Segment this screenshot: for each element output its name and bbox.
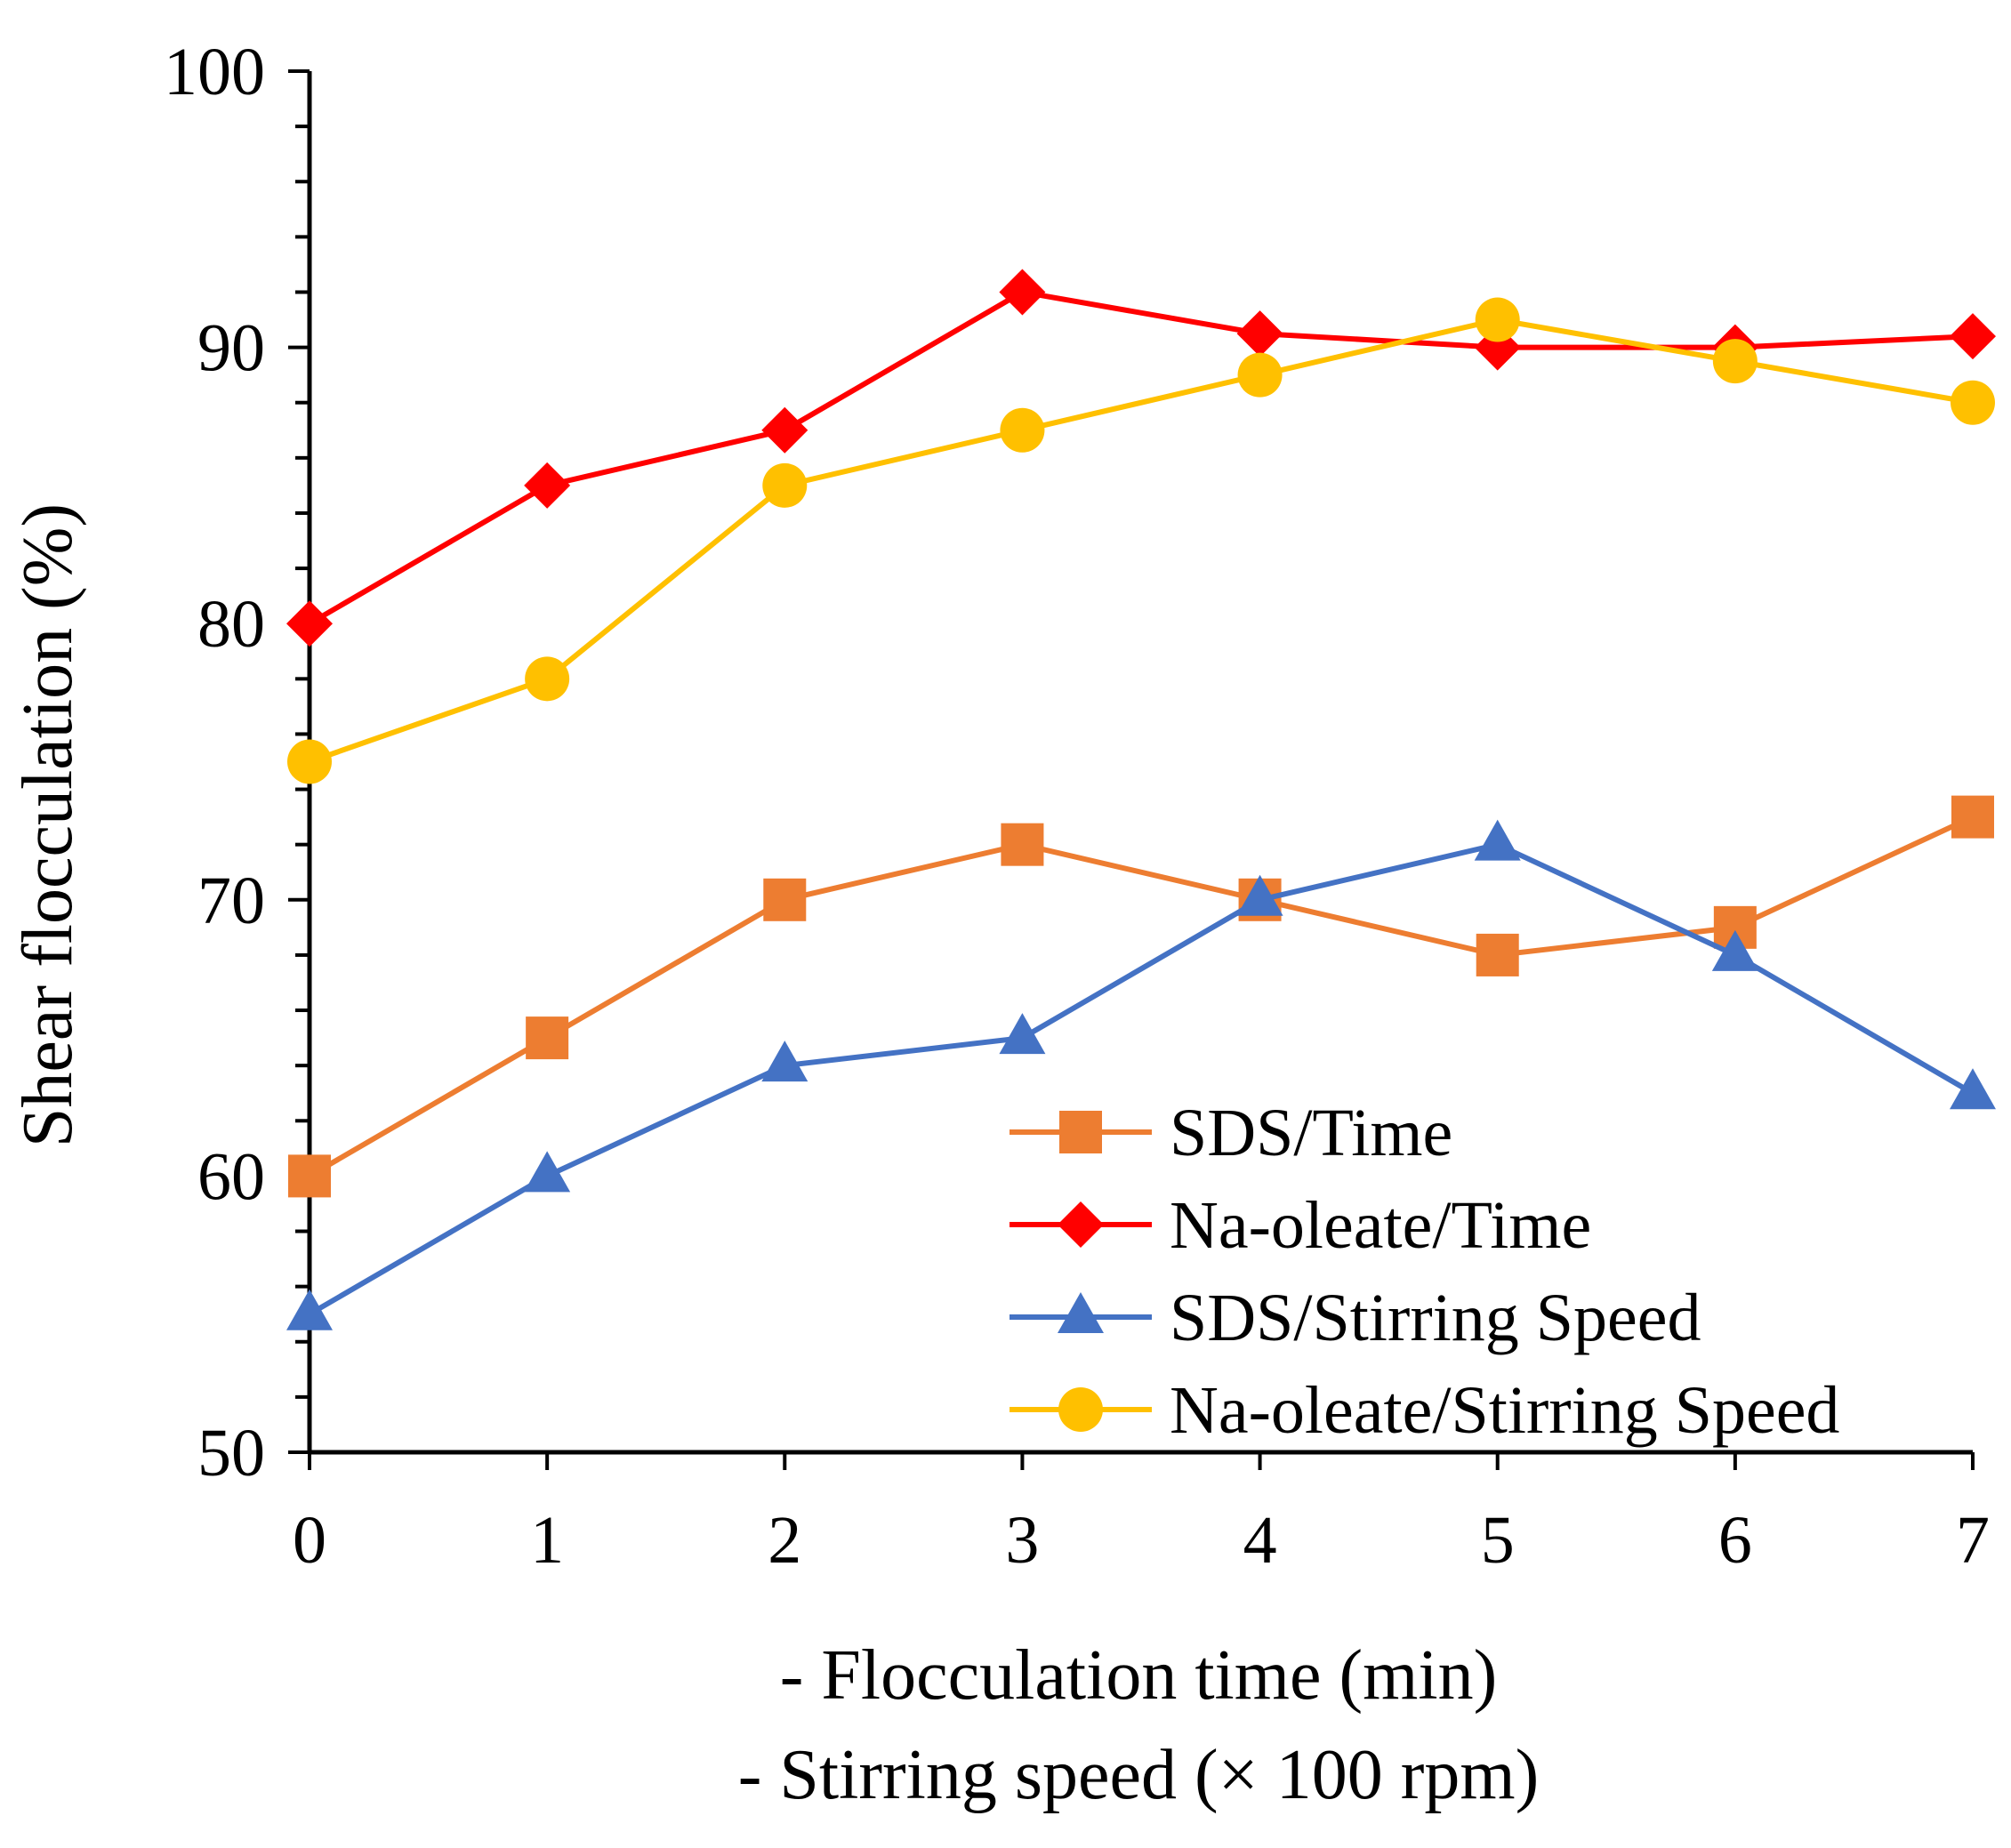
data-point (999, 269, 1046, 316)
x-tick-label: 5 (1481, 1503, 1515, 1578)
data-point (1476, 933, 1519, 976)
series-1 (286, 269, 1996, 647)
data-point (1950, 313, 1996, 360)
data-point (761, 1041, 808, 1082)
series-line (308, 289, 1974, 626)
series-3 (287, 297, 1995, 784)
x-tick-label: 6 (1718, 1503, 1752, 1578)
legend-marker (1058, 1292, 1104, 1333)
x-tick-label: 0 (293, 1503, 326, 1578)
x-tick-label: 4 (1243, 1503, 1277, 1578)
data-point (1712, 339, 1758, 384)
data-point (1950, 1068, 1996, 1110)
legend-item: SDS/Time (1010, 1096, 1452, 1170)
y-tick-label: 80 (197, 587, 265, 662)
x-axis-title-line-2: - Stirring speed (× 100 rpm) (738, 1736, 1540, 1814)
series-line (308, 814, 1975, 1178)
x-tick-label: 7 (1956, 1503, 1990, 1578)
data-point (761, 406, 808, 454)
y-tick-label: 50 (197, 1416, 265, 1490)
x-tick-label: 1 (530, 1503, 564, 1578)
legend-item: SDS/Stirring Speed (1010, 1281, 1701, 1355)
series-line (309, 317, 1974, 765)
data-point (1474, 819, 1521, 861)
legend-item: Na-oleate/Stirring Speed (1010, 1373, 1839, 1448)
data-point (288, 1154, 331, 1198)
data-point (524, 462, 571, 509)
data-point (1711, 929, 1758, 971)
legend-label: SDS/Time (1170, 1096, 1452, 1170)
series-layer (286, 269, 1996, 1330)
y-tick-label: 60 (197, 1139, 265, 1214)
data-point (1000, 407, 1045, 453)
data-point (286, 600, 333, 647)
data-point (1475, 297, 1520, 342)
y-tick-label: 90 (197, 311, 265, 386)
legend-label: Na-oleate/Stirring Speed (1170, 1373, 1839, 1448)
data-point (762, 462, 808, 508)
x-axis-title-line-1: - Flocculation time (min) (780, 1636, 1497, 1715)
x-tick-label: 2 (768, 1503, 801, 1578)
data-point (999, 1013, 1046, 1055)
x-tick-label: 3 (1005, 1503, 1039, 1578)
data-point (1236, 874, 1283, 916)
legend-marker (1059, 1111, 1102, 1153)
legend-item: Na-oleate/Time (1010, 1188, 1591, 1263)
legend-label: Na-oleate/Time (1170, 1188, 1591, 1263)
data-point (526, 1016, 569, 1060)
y-tick-label: 70 (197, 864, 265, 938)
legend-label: SDS/Stirring Speed (1170, 1281, 1701, 1355)
series-line (308, 841, 1975, 1317)
y-tick-label: 100 (164, 35, 265, 109)
data-point (525, 656, 570, 702)
data-point (763, 878, 807, 921)
data-point (1951, 795, 1994, 839)
data-point (1001, 823, 1044, 866)
legend-marker (1058, 1387, 1103, 1432)
data-point (286, 1289, 333, 1330)
data-point (287, 739, 332, 784)
legend-marker (1058, 1201, 1104, 1248)
series-0 (288, 795, 1994, 1198)
y-axis-title: Shear flocculation (%) (9, 503, 87, 1147)
series-2 (286, 819, 1996, 1330)
data-point (1951, 380, 1995, 425)
axes: 50 60 70 80 90 100 0 1 2 3 4 5 6 7 (164, 35, 1990, 1578)
data-point (1236, 310, 1283, 358)
data-point (524, 1151, 571, 1193)
legend: SDS/Time Na-oleate/Time SDS/Stirring Speed… (1010, 1096, 1839, 1448)
data-point (1237, 352, 1283, 398)
